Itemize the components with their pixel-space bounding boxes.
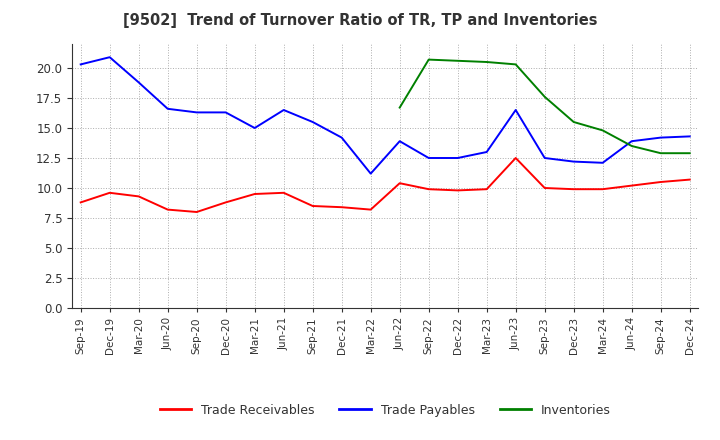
Trade Receivables: [657, 180, 665, 185]
Trade Payables: [192, 110, 201, 115]
Trade Receivables: [685, 177, 694, 182]
Trade Payables: [163, 106, 172, 111]
Trade Payables: [570, 159, 578, 164]
Trade Receivables: [366, 207, 375, 212]
Inventories: [454, 58, 462, 63]
Trade Payables: [482, 149, 491, 154]
Inventories: [657, 150, 665, 156]
Trade Receivables: [454, 188, 462, 193]
Trade Receivables: [541, 185, 549, 191]
Inventories: [541, 94, 549, 99]
Trade Receivables: [76, 200, 85, 205]
Trade Receivables: [192, 209, 201, 215]
Trade Payables: [685, 134, 694, 139]
Inventories: [570, 119, 578, 125]
Trade Payables: [338, 135, 346, 140]
Trade Receivables: [482, 187, 491, 192]
Trade Receivables: [627, 183, 636, 188]
Trade Receivables: [279, 190, 288, 195]
Trade Payables: [105, 55, 114, 60]
Trade Receivables: [163, 207, 172, 212]
Trade Receivables: [135, 194, 143, 199]
Trade Payables: [657, 135, 665, 140]
Trade Payables: [627, 139, 636, 144]
Trade Receivables: [308, 203, 317, 209]
Inventories: [511, 62, 520, 67]
Trade Payables: [221, 110, 230, 115]
Trade Payables: [598, 160, 607, 165]
Trade Receivables: [424, 187, 433, 192]
Trade Payables: [135, 80, 143, 85]
Trade Receivables: [221, 200, 230, 205]
Trade Payables: [76, 62, 85, 67]
Line: Inventories: Inventories: [400, 59, 690, 153]
Line: Trade Receivables: Trade Receivables: [81, 158, 690, 212]
Inventories: [685, 150, 694, 156]
Trade Payables: [279, 107, 288, 113]
Trade Payables: [366, 171, 375, 176]
Trade Payables: [424, 155, 433, 161]
Trade Receivables: [395, 180, 404, 186]
Inventories: [598, 128, 607, 133]
Trade Receivables: [511, 155, 520, 161]
Inventories: [424, 57, 433, 62]
Text: [9502]  Trend of Turnover Ratio of TR, TP and Inventories: [9502] Trend of Turnover Ratio of TR, TP…: [122, 13, 598, 28]
Inventories: [482, 59, 491, 65]
Trade Payables: [308, 119, 317, 125]
Trade Receivables: [598, 187, 607, 192]
Trade Payables: [395, 139, 404, 144]
Trade Receivables: [105, 190, 114, 195]
Trade Payables: [511, 107, 520, 113]
Trade Receivables: [251, 191, 259, 197]
Trade Payables: [251, 125, 259, 131]
Inventories: [627, 143, 636, 149]
Inventories: [395, 105, 404, 110]
Line: Trade Payables: Trade Payables: [81, 57, 690, 174]
Trade Receivables: [570, 187, 578, 192]
Trade Payables: [454, 155, 462, 161]
Legend: Trade Receivables, Trade Payables, Inventories: Trade Receivables, Trade Payables, Inven…: [155, 399, 616, 422]
Trade Payables: [541, 155, 549, 161]
Trade Receivables: [338, 205, 346, 210]
